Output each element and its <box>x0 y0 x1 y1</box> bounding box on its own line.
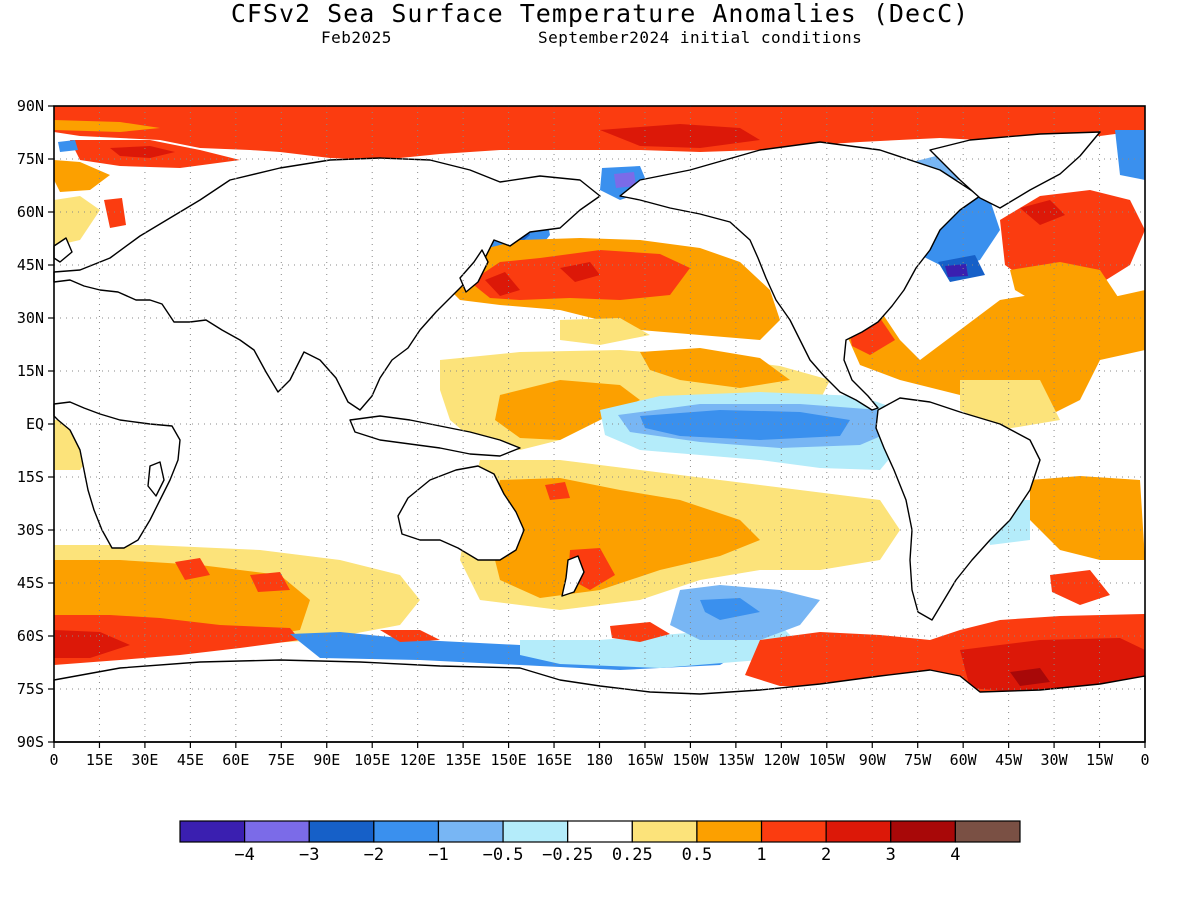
longitude-tick-label: 30E <box>131 751 159 769</box>
colorbar-swatch <box>373 820 440 843</box>
longitude-tick-label: 0 <box>1140 751 1150 769</box>
colorbar-tick-label: 2 <box>821 845 832 865</box>
colorbar-swatch <box>244 820 310 843</box>
latitude-tick-label: 75N <box>16 150 44 168</box>
greenland <box>929 131 1101 209</box>
longitude-tick-label: 30W <box>1040 751 1068 769</box>
colorbar-tick-label: −3 <box>298 845 320 865</box>
latitude-tick-label: 75S <box>16 680 44 698</box>
colorbar-swatch <box>954 820 1021 843</box>
colorbar-swatch <box>179 820 246 843</box>
longitude-tick-label: 135W <box>717 751 754 769</box>
colorbar-tick-label: −0.25 <box>542 845 594 865</box>
latitude-tick-label: EQ <box>25 415 44 433</box>
longitude-tick-label: 105E <box>354 751 391 769</box>
colorbar-tick-label: −2 <box>363 845 385 865</box>
longitude-tick-label: 75W <box>904 751 932 769</box>
latitude-tick-label: 30N <box>16 309 44 327</box>
japan <box>459 249 489 293</box>
map-title: CFSv2 Sea Surface Temperature Anomalies … <box>230 0 970 28</box>
initial-conditions: September2024 initial conditions <box>538 28 863 47</box>
colorbar <box>179 820 1021 843</box>
colorbar-swatch <box>760 820 827 843</box>
latitude-tick-label: 90S <box>16 733 44 751</box>
longitude-tick-label: 165E <box>535 751 573 769</box>
longitude-tick-label: 135E <box>445 751 482 769</box>
longitude-tick-label: 45W <box>995 751 1023 769</box>
longitude-tick-label: 120W <box>763 751 800 769</box>
colorbar-tick-label: −4 <box>234 845 255 865</box>
north-america <box>619 141 981 411</box>
graticule <box>54 106 1145 742</box>
longitude-tick-label: 75E <box>267 751 295 769</box>
colorbar-tick-label: 4 <box>950 845 961 865</box>
latitude-tick-label: 45S <box>16 574 44 592</box>
colorbar-swatch <box>696 820 763 843</box>
colorbar-swatch <box>502 820 569 843</box>
longitude-tick-label: 15W <box>1085 751 1114 769</box>
longitude-tick-label: 150E <box>490 751 527 769</box>
latitude-tick-label: 15S <box>16 468 44 486</box>
colorbar-swatch <box>890 820 956 843</box>
madagascar <box>147 461 165 497</box>
antarctica <box>53 659 1146 743</box>
colorbar-swatch <box>437 820 504 843</box>
australia <box>397 465 525 561</box>
colorbar-swatch <box>567 820 633 843</box>
tick-marks <box>48 105 1146 748</box>
latitude-tick-label: 60S <box>16 627 44 645</box>
colorbar-tick-label: 0.25 <box>611 845 653 865</box>
latitude-tick-label: 60N <box>16 203 44 221</box>
colorbar-swatch <box>825 820 892 843</box>
indonesia <box>349 415 521 457</box>
longitude-tick-label: 165W <box>626 751 664 769</box>
colorbar-tick-label: 1 <box>756 845 767 865</box>
arctic-warm-band <box>54 106 1145 160</box>
longitude-tick-label: 45E <box>176 751 204 769</box>
longitude-tick-label: 90E <box>313 751 341 769</box>
colorbar-tick-label: 3 <box>885 845 896 865</box>
forecast-month: Feb2025 <box>321 28 392 47</box>
longitude-tick-label: 90W <box>858 751 886 769</box>
longitude-tick-label: 150W <box>672 751 709 769</box>
colorbar-tick-label: −0.5 <box>482 845 524 865</box>
longitude-tick-label: 0 <box>49 751 59 769</box>
new-zealand <box>561 555 585 597</box>
colorbar-tick-label: 0.5 <box>681 845 713 865</box>
longitude-tick-label: 120E <box>399 751 436 769</box>
longitude-tick-label: 105W <box>808 751 845 769</box>
latitude-tick-label: 90N <box>16 97 44 115</box>
latitude-tick-label: 30S <box>16 521 44 539</box>
latitude-tick-label: 45N <box>16 256 44 274</box>
longitude-tick-label: 60E <box>222 751 250 769</box>
colorbar-swatch <box>308 820 375 843</box>
longitude-tick-label: 180 <box>585 751 614 769</box>
longitude-tick-label: 60W <box>949 751 977 769</box>
colorbar-tick-label: −1 <box>428 845 449 865</box>
latitude-tick-label: 15N <box>16 362 44 380</box>
south-america <box>875 397 1041 621</box>
longitude-tick-label: 15E <box>85 751 113 769</box>
colorbar-swatch <box>631 820 698 843</box>
